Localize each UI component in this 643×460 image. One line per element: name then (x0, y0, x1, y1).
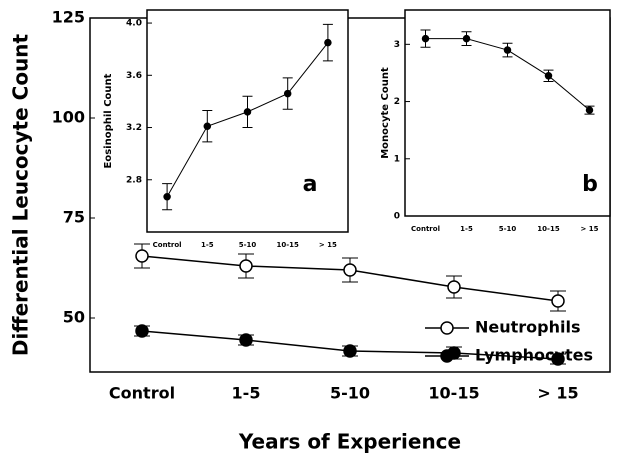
marker (283, 89, 292, 98)
marker (203, 122, 212, 130)
y-tick-label: 50 (63, 308, 85, 327)
x-tick-label: 10-15 (428, 384, 479, 403)
marker (135, 249, 149, 263)
y-tick-label: 3.6 (126, 71, 142, 81)
x-tick-label: 5-10 (330, 384, 370, 403)
y-tick-label: 2 (394, 97, 400, 107)
x-tick-label: 1-5 (460, 225, 473, 233)
marker (585, 106, 594, 114)
marker (447, 280, 461, 294)
legend-marker (440, 321, 454, 335)
x-tick-label: 5-10 (239, 241, 257, 249)
x-tick-label: 1-5 (232, 384, 261, 403)
panel-label: b (582, 172, 598, 197)
marker (324, 38, 332, 47)
y-tick-label: 100 (52, 108, 85, 127)
marker (343, 263, 357, 277)
marker (421, 34, 430, 43)
y-axis-label: Monocyte Count (380, 67, 391, 159)
y-axis-label: Differential Leucocyte Count (9, 33, 33, 356)
marker (243, 108, 252, 116)
marker (163, 192, 171, 201)
x-tick-label: > 15 (580, 225, 598, 233)
marker (239, 259, 253, 273)
marker (239, 333, 253, 347)
legend-label: Lymphocytes (475, 346, 593, 365)
marker (343, 344, 357, 358)
x-tick-label: 10-15 (537, 225, 560, 233)
panel-label: a (303, 172, 318, 197)
y-axis-label: Eosinophil Count (103, 73, 114, 168)
y-tick-label: 3 (394, 40, 400, 50)
y-tick-label: 3.2 (126, 123, 142, 133)
legend-marker (440, 349, 454, 363)
x-tick-label: Control (153, 241, 182, 249)
x-tick-label: Control (411, 225, 440, 233)
marker (462, 34, 471, 43)
x-tick-label: 1-5 (201, 241, 214, 249)
marker (551, 352, 565, 366)
x-tick-label: > 15 (537, 384, 578, 403)
x-tick-label: Control (109, 384, 175, 403)
y-tick-label: 4.0 (126, 19, 142, 29)
y-tick-label: 0 (394, 212, 400, 222)
marker (503, 46, 512, 54)
marker (135, 324, 149, 338)
y-tick-label: 125 (52, 8, 85, 27)
y-tick-label: 2.8 (126, 175, 142, 185)
x-tick-label: 10-15 (277, 241, 300, 249)
y-tick-label: 75 (63, 208, 85, 227)
x-axis-label: Years of Experience (238, 430, 461, 454)
legend-label: Neutrophils (475, 318, 581, 337)
marker (551, 294, 565, 308)
x-tick-label: 5-10 (499, 225, 517, 233)
plot-frame (404, 9, 611, 217)
marker (544, 72, 553, 80)
x-tick-label: > 15 (319, 241, 337, 249)
y-tick-label: 1 (394, 154, 400, 164)
